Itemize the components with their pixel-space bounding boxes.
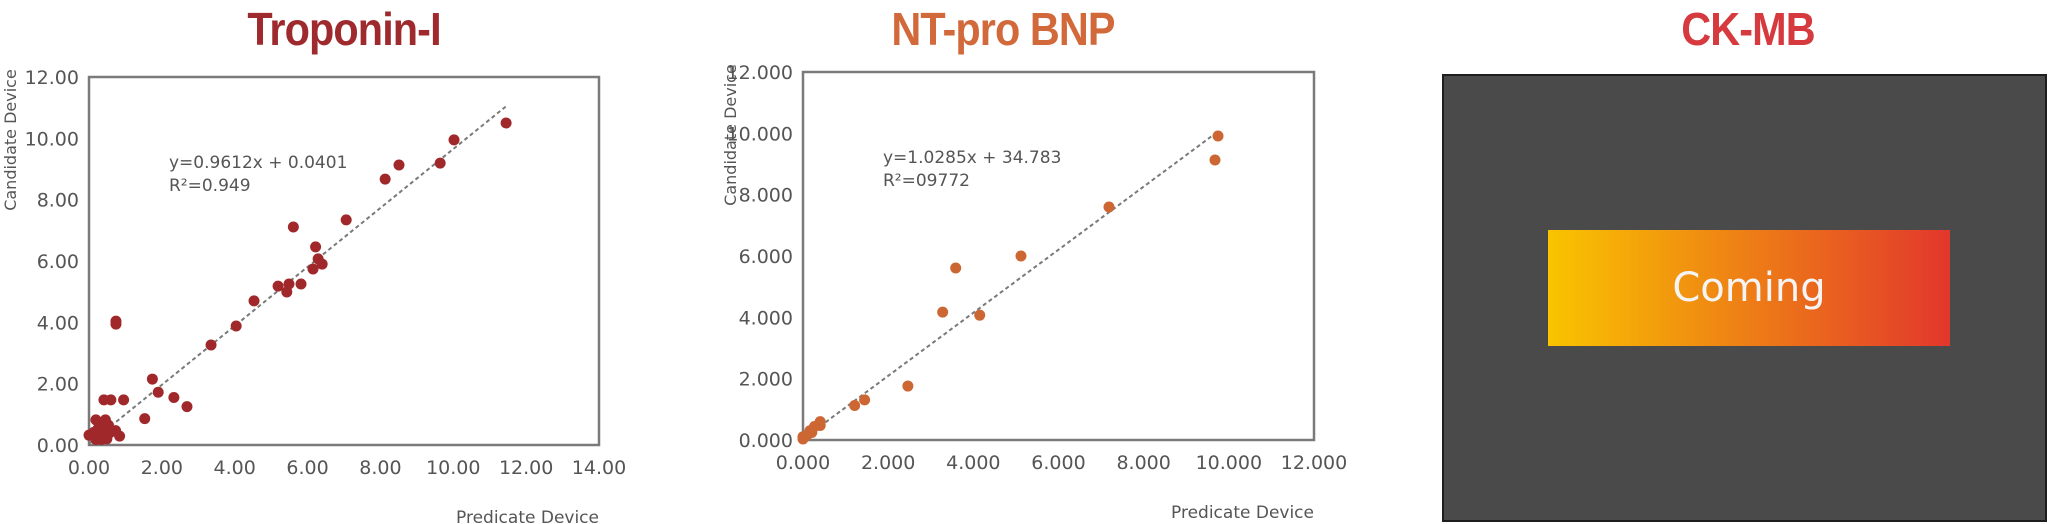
troponin-y-tick-label: 10.00 [25,128,79,150]
troponin-x-tick-label: 8.00 [359,457,401,479]
troponin-y-tick-label: 4.00 [37,312,79,334]
ntprobnp-x-tick-label: 2.000 [861,452,915,474]
ntprobnp-x-tick-label: 10.000 [1196,452,1262,474]
ntprobnp-x-tick-label: 12.000 [1281,452,1347,474]
troponin-data-point [307,263,319,275]
troponin-data-point [272,280,284,292]
troponin-data-point [295,278,307,290]
troponin-data-point [110,318,122,330]
troponin-y-tick-label: 8.00 [37,190,79,212]
troponin-data-point [316,258,328,270]
ntprobnp-data-point [859,394,871,406]
coming-label: Coming [1672,265,1826,311]
ntprobnp-y-axis-label: Candidate Device [721,64,740,206]
troponin-data-point [118,394,130,406]
troponin-data-point [393,159,405,171]
troponin-data-point [90,414,102,426]
troponin-x-tick-label: 6.00 [286,457,328,479]
ntprobnp-data-point [1212,130,1224,142]
ntprobnp-trend-equation: y=1.0285x + 34.783 [883,148,1061,168]
troponin-data-point [230,320,242,332]
ntprobnp-data-point [974,309,986,321]
ntprobnp-x-axis-label: Predicate Device [1171,503,1314,523]
troponin-data-point [205,339,217,351]
troponin-plot-frame [87,75,601,447]
troponin-trend-equation: y=0.9612x + 0.0401 [169,153,347,173]
troponin-data-point [310,241,322,253]
troponin-data-point [448,134,460,146]
troponin-x-axis-label: Predicate Device [456,508,599,524]
troponin-x-tick-label: 0.00 [68,457,110,479]
ckmb-placeholder-panel: Coming [1442,74,2047,522]
troponin-x-tick-label: 12.00 [499,457,553,479]
ntprobnp-x-tick-label: 4.000 [946,452,1000,474]
troponin-x-tick-label: 10.00 [426,457,480,479]
troponin-y-axis-label: Candidate Device [1,69,20,211]
troponin-y-tick-label: 2.00 [37,374,79,396]
ntprobnp-x-tick-label: 6.000 [1031,452,1085,474]
ntprobnp-data-point [950,262,962,274]
coming-soon-banner: Coming [1548,230,1950,346]
troponin-data-point [181,401,193,413]
troponin-data-point [379,173,391,185]
troponin-data-point [287,221,299,233]
ntprobnp-x-tick-label: 8.000 [1116,452,1170,474]
troponin-data-point [281,286,293,298]
ckmb-title: CK-MB [1681,3,1815,55]
troponin-r-squared: R²=0.949 [169,176,251,196]
troponin-data-point [98,421,110,433]
troponin-data-point [139,413,151,425]
ntprobnp-r-squared: R²=09772 [883,171,970,191]
troponin-x-tick-label: 14.00 [572,457,626,479]
troponin-title: Troponin-I [247,3,441,55]
ntprobnp-data-point [1015,250,1027,262]
ntprobnp-title: NT-pro BNP [891,3,1115,55]
ntprobnp-data-point [1209,154,1221,166]
ntprobnp-plot-frame [801,70,1316,442]
troponin-data-point [146,373,158,385]
ntprobnp-data-point [902,380,914,392]
troponin-data-point [88,426,100,438]
ntprobnp-data-point [1103,201,1115,213]
ntprobnp-data-point [937,306,949,318]
troponin-data-point [114,430,126,442]
ntprobnp-y-tick-label: 4.000 [739,307,793,329]
ntprobnp-data-point [849,399,861,411]
ntprobnp-x-tick-label: 0.000 [776,452,830,474]
troponin-x-tick-label: 4.00 [214,457,256,479]
troponin-y-tick-label: 0.00 [37,435,79,457]
troponin-data-point [248,295,260,307]
troponin-data-point [500,117,512,129]
troponin-data-point [434,157,446,169]
troponin-data-point [340,214,352,226]
ntprobnp-data-point [801,429,813,441]
ntprobnp-y-tick-label: 10.000 [727,123,793,145]
troponin-data-point [152,386,164,398]
troponin-y-tick-label: 12.00 [25,67,79,89]
ntprobnp-y-tick-label: 8.000 [739,185,793,207]
troponin-data-point [168,391,180,403]
ntprobnp-trendline [802,130,1219,440]
ntprobnp-y-tick-label: 0.000 [739,430,793,452]
troponin-data-point [98,394,110,406]
troponin-y-tick-label: 6.00 [37,251,79,273]
ntprobnp-y-tick-label: 2.000 [739,369,793,391]
troponin-x-tick-label: 2.00 [141,457,183,479]
ntprobnp-y-tick-label: 12.000 [727,62,793,84]
ntprobnp-y-tick-label: 6.000 [739,246,793,268]
